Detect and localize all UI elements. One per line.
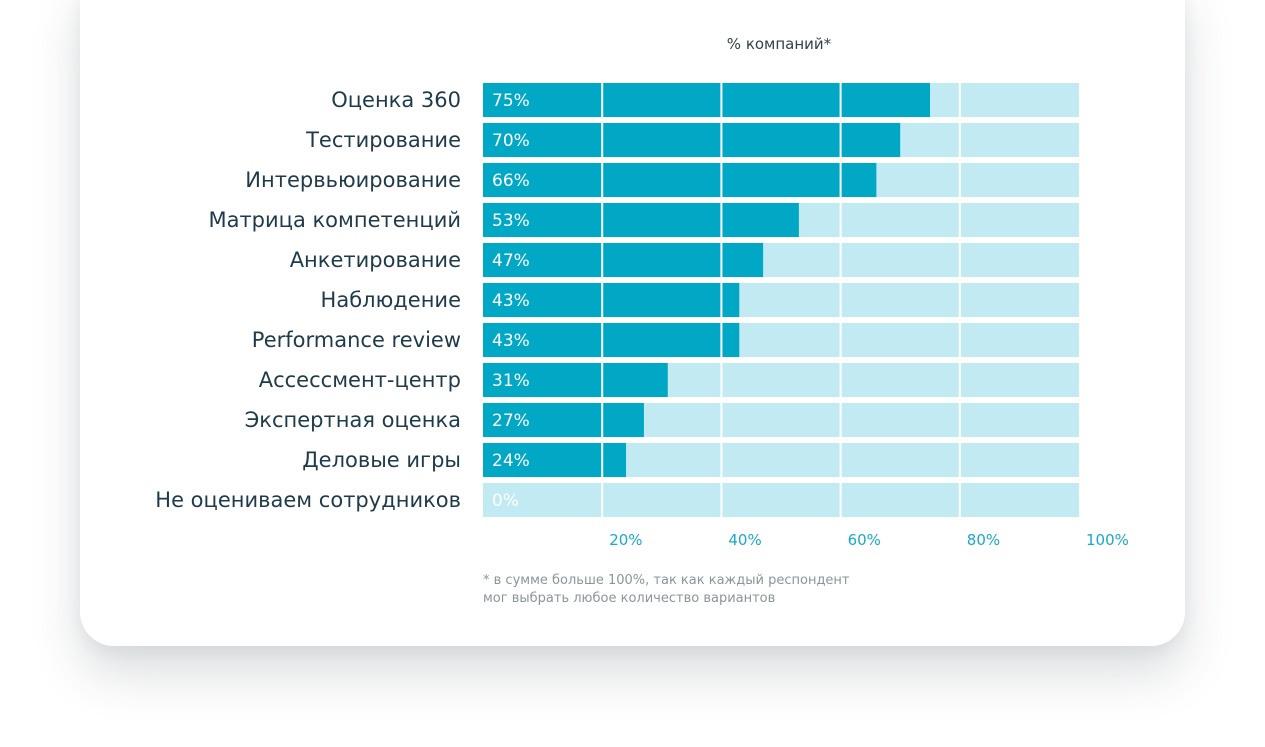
footnote-line-1: * в сумме больше 100%, так как каждый ре…	[483, 573, 850, 588]
tick-labels: 20% 40% 60% 80% 100%	[609, 531, 1129, 549]
bar	[483, 83, 930, 117]
value-label: 43%	[492, 331, 530, 351]
category-labels: Оценка 360 Тестирование Интервьюирование Ма…	[155, 88, 461, 512]
category-label: Деловые игры	[302, 448, 461, 472]
bar	[483, 203, 799, 237]
category-label: Анкетирование	[290, 248, 461, 272]
value-label: 24%	[492, 451, 530, 471]
value-label: 27%	[492, 411, 530, 431]
tick-label: 60%	[848, 531, 881, 549]
category-label: Performance review	[252, 328, 461, 352]
value-label: 66%	[492, 171, 530, 191]
bar-track	[483, 483, 1079, 517]
tick-label: 100%	[1086, 531, 1129, 549]
bar	[483, 123, 901, 157]
category-label: Наблюдение	[321, 288, 461, 312]
category-label: Матрица компетенций	[208, 208, 461, 232]
value-labels: 75% 70% 66% 53% 47% 43% 43% 31% 27% 24% 0%	[492, 91, 530, 511]
tick-label: 20%	[609, 531, 642, 549]
value-label: 43%	[492, 291, 530, 311]
category-label: Ассессмент-центр	[259, 368, 461, 392]
category-label: Не оцениваем сотрудников	[155, 488, 461, 512]
category-label: Экспертная оценка	[245, 408, 461, 432]
bar	[483, 243, 764, 277]
category-label: Интервьюирование	[245, 168, 461, 192]
bar	[483, 403, 644, 437]
value-label: 75%	[492, 91, 530, 111]
tick-label: 40%	[728, 531, 761, 549]
bars	[483, 83, 930, 477]
value-label: 0%	[492, 491, 519, 511]
value-label: 53%	[492, 211, 530, 231]
category-label: Оценка 360	[331, 88, 461, 112]
value-label: 47%	[492, 251, 530, 271]
value-label: 70%	[492, 131, 530, 151]
bar	[483, 163, 877, 197]
tick-label: 80%	[967, 531, 1000, 549]
bar	[483, 283, 740, 317]
bar	[483, 363, 668, 397]
footnote-line-2: мог выбрать любое количество вариантов	[483, 591, 775, 606]
value-label: 31%	[492, 371, 530, 391]
bar	[483, 323, 740, 357]
category-label: Тестирование	[305, 128, 461, 152]
chart-title: % компаний*	[727, 35, 832, 53]
gridlines	[601, 83, 961, 551]
